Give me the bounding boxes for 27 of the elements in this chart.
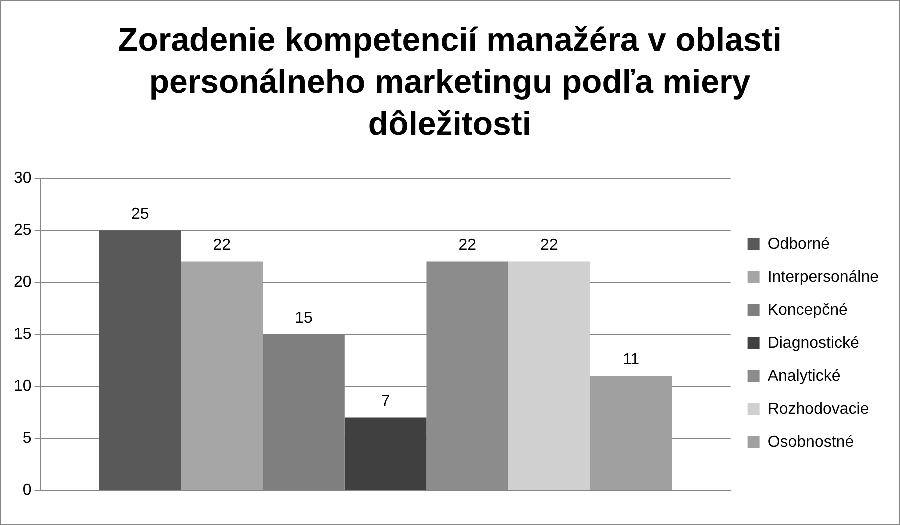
data-label: 22 <box>540 237 558 254</box>
y-tick-label: 0 <box>22 482 32 500</box>
data-label: 22 <box>213 237 232 254</box>
data-label: 11 <box>622 352 640 369</box>
data-label: 7 <box>381 393 390 410</box>
data-label: 15 <box>295 310 313 328</box>
bar <box>344 418 427 490</box>
legend-label: Odborné <box>768 236 830 253</box>
legend-label: Analytické <box>768 368 841 385</box>
legend-label: Diagnostické <box>768 334 860 352</box>
data-label: 25 <box>131 206 150 224</box>
chart-title: Zoradenie kompetencií manažéra v oblasti personálneho marketingu podľa miery dôležitosti <box>117 20 783 144</box>
legend-label: Koncepčné <box>768 302 848 319</box>
bar <box>508 262 590 490</box>
data-label: 22 <box>458 237 477 254</box>
legend-label: Interpersonálne <box>768 268 880 286</box>
bar <box>99 230 182 490</box>
legend-label: Rozhodovacie <box>768 400 870 418</box>
y-tick-label: 10 <box>14 378 32 396</box>
y-tick-label: 20 <box>14 274 32 292</box>
bar <box>181 262 264 490</box>
y-tick-label: 15 <box>14 326 32 344</box>
y-tick-label: 30 <box>14 170 32 188</box>
legend-label: Osobnostné <box>768 434 854 451</box>
y-tick-label: 5 <box>22 430 32 448</box>
y-tick-label: 25 <box>14 222 32 240</box>
bar <box>590 376 672 490</box>
